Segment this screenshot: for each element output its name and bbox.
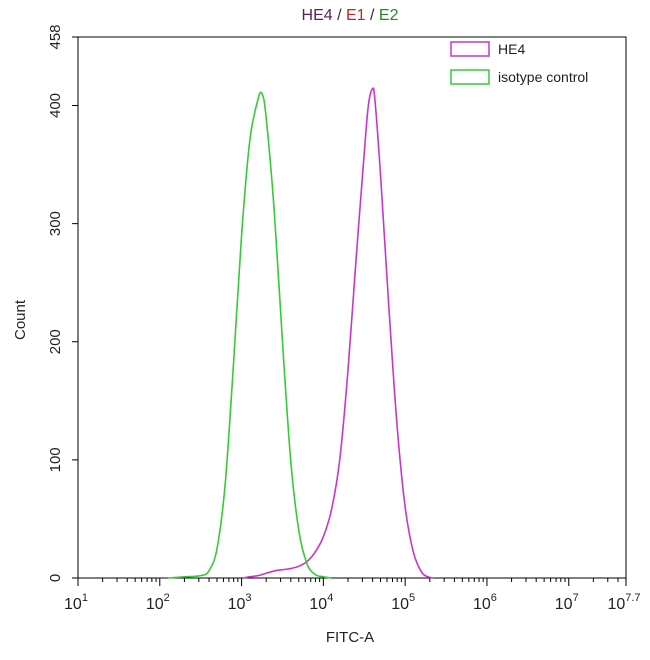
legend-label: isotype control [498,69,588,85]
legend-swatch [450,41,490,57]
x-tick-label: 103 [228,592,252,613]
series-line-he4 [243,87,434,579]
x-tick-label: 107.7 [607,592,640,613]
chart-title-part: / [333,7,346,24]
x-tick-exponent: 2 [164,592,170,604]
y-axis-label: Count [12,299,29,340]
x-tick-exponent: 7.7 [625,592,640,604]
y-axis: 0 100 200 300 400 458 [47,24,78,582]
x-tick-exponent: 4 [327,592,333,604]
legend-label: HE4 [498,41,525,57]
x-tick-base: 10 [64,596,82,613]
x-tick-exponent: 1 [82,592,88,604]
x-tick-base: 10 [146,596,164,613]
x-tick-exponent: 6 [491,592,497,604]
x-tick-exponent: 7 [573,592,579,604]
x-tick-base: 10 [607,596,625,613]
x-tick-exponent: 5 [409,592,415,604]
legend-swatch [450,69,490,85]
chart-title: HE4 / E1 / E2 [302,7,399,24]
y-tick-label: 200 [47,329,64,354]
chart-title-part: HE4 [302,7,333,24]
x-tick-base: 10 [391,596,409,613]
x-tick-label: 106 [473,592,497,613]
y-tick-label: 0 [47,574,64,582]
x-tick-base: 10 [309,596,327,613]
x-axis-label: FITC-A [326,629,374,646]
x-tick-base: 10 [555,596,573,613]
legend: HE4 isotype control [450,41,588,85]
plot-frame [77,36,627,579]
x-tick-base: 10 [473,596,491,613]
y-tick-label: 100 [47,447,64,472]
x-tick-label: 105 [391,592,415,613]
x-tick-exponent: 3 [245,592,251,604]
series-line-isotype-control [167,91,332,579]
chart-title-part: / [366,7,379,24]
x-tick-base: 10 [228,596,246,613]
x-axis: 101 102 103 104 105 106 107 107.7 [64,578,641,613]
y-tick-label: 458 [47,24,64,49]
y-tick-label: 300 [47,211,64,236]
chart-title-part: E2 [379,7,399,24]
x-tick-label: 107 [555,592,579,613]
y-tick-label: 400 [47,93,64,118]
x-tick-label: 102 [146,592,170,613]
x-tick-label: 104 [309,592,333,613]
x-tick-label: 101 [64,592,88,613]
series-layer [167,87,434,579]
chart-title-part: E1 [346,7,366,24]
